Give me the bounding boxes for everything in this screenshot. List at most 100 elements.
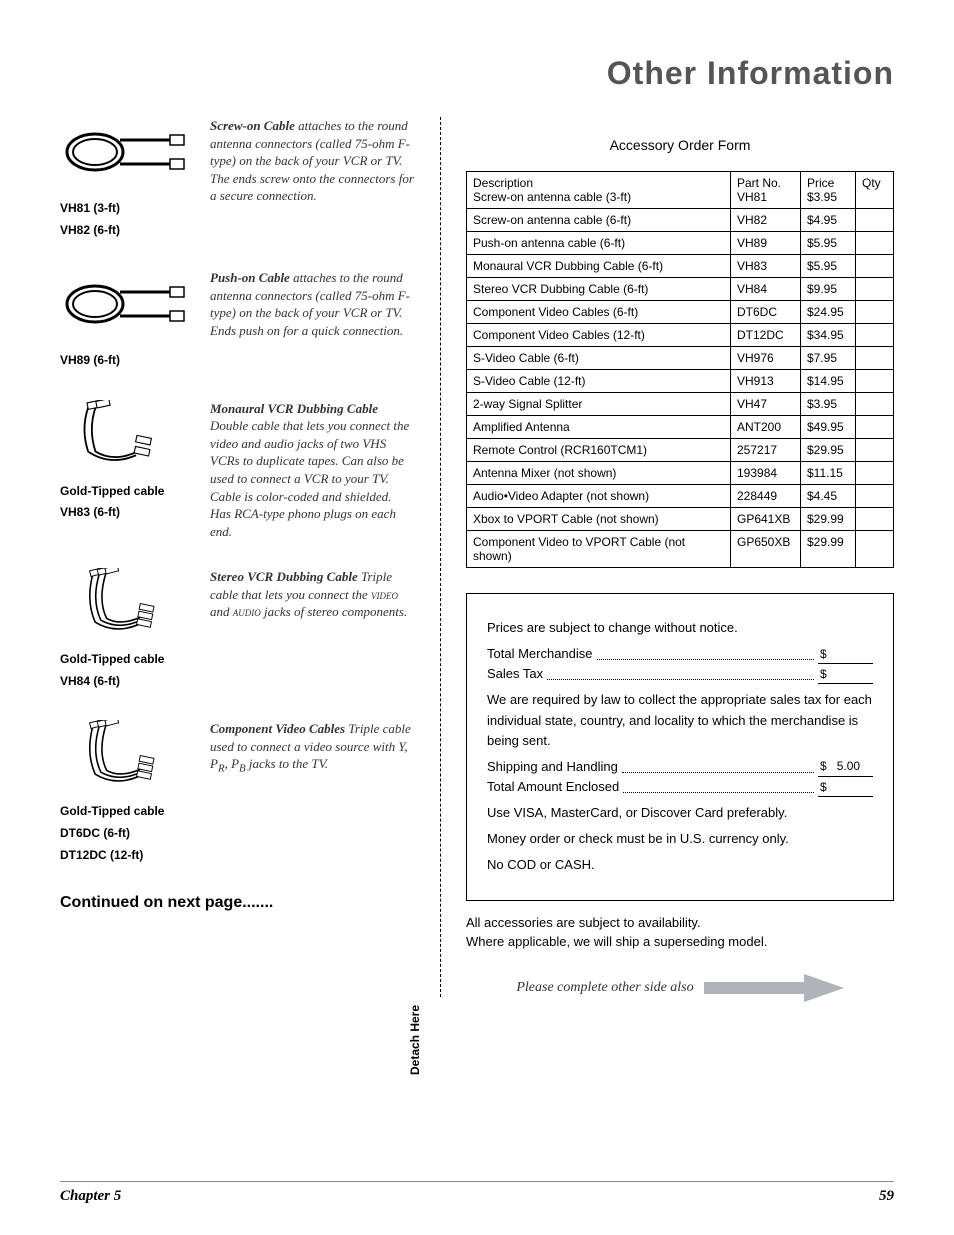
cell-qty[interactable] [856, 209, 894, 232]
table-row: Push-on antenna cable (6-ft) VH89 $5.95 [467, 232, 894, 255]
cell-price: $5.95 [801, 255, 856, 278]
product-description: Stereo VCR Dubbing Cable Triple cable th… [210, 568, 415, 692]
cell-qty[interactable] [856, 232, 894, 255]
cell-qty[interactable] [856, 301, 894, 324]
cell-qty[interactable] [856, 531, 894, 568]
cell-part: DT6DC [731, 301, 801, 324]
table-row: Xbox to VPORT Cable (not shown) GP641XB … [467, 508, 894, 531]
cell-desc: Monaural VCR Dubbing Cable (6-ft) [467, 255, 731, 278]
cell-qty[interactable] [856, 508, 894, 531]
table-row: Component Video Cables (6-ft) DT6DC $24.… [467, 301, 894, 324]
th-desc: Description Screw-on antenna cable (3-ft… [467, 172, 731, 209]
product-labels: VH89 (6-ft) [60, 350, 195, 372]
total-enclosed-amount[interactable]: $ [818, 778, 873, 798]
product-labels: Gold-Tipped cableDT6DC (6-ft)DT12DC (12-… [60, 801, 195, 866]
cell-desc: Push-on antenna cable (6-ft) [467, 232, 731, 255]
cell-price: $11.15 [801, 462, 856, 485]
price-notice: Prices are subject to change without not… [487, 618, 873, 638]
table-row: Stereo VCR Dubbing Cable (6-ft) VH84 $9.… [467, 278, 894, 301]
table-row: Remote Control (RCR160TCM1) 257217 $29.9… [467, 439, 894, 462]
cell-qty[interactable] [856, 347, 894, 370]
sales-tax-label: Sales Tax [487, 664, 543, 684]
cell-price: $14.95 [801, 370, 856, 393]
cod-note: No COD or CASH. [487, 855, 873, 875]
cell-desc: Amplified Antenna [467, 416, 731, 439]
right-column: Accessory Order Form Description Screw-o… [441, 117, 894, 1004]
cell-price: $29.99 [801, 508, 856, 531]
table-row: Amplified Antenna ANT200 $49.95 [467, 416, 894, 439]
table-row: Component Video to VPORT Cable (not show… [467, 531, 894, 568]
cell-qty[interactable] [856, 462, 894, 485]
tax-note: We are required by law to collect the ap… [487, 690, 873, 750]
cell-qty[interactable] [856, 278, 894, 301]
availability-notes: All accessories are subject to availabil… [466, 913, 894, 952]
cell-desc: S-Video Cable (6-ft) [467, 347, 731, 370]
cell-price: $4.95 [801, 209, 856, 232]
page-footer: Chapter 5 59 [60, 1181, 894, 1205]
cell-price: $29.95 [801, 439, 856, 462]
cell-price: $4.45 [801, 485, 856, 508]
cell-desc: Antenna Mixer (not shown) [467, 462, 731, 485]
cable-icon [60, 568, 190, 638]
cell-price: $7.95 [801, 347, 856, 370]
cell-desc: Stereo VCR Dubbing Cable (6-ft) [467, 278, 731, 301]
left-column: VH81 (3-ft)VH82 (6-ft) Screw-on Cable att… [60, 117, 440, 1004]
cell-qty[interactable] [856, 370, 894, 393]
cell-part: VH89 [731, 232, 801, 255]
cell-desc: Component Video to VPORT Cable (not show… [467, 531, 731, 568]
cell-part: 193984 [731, 462, 801, 485]
cell-qty[interactable] [856, 416, 894, 439]
total-enclosed-label: Total Amount Enclosed [487, 777, 619, 797]
cell-desc: 2-way Signal Splitter [467, 393, 731, 416]
product-labels: Gold-Tipped cableVH84 (6-ft) [60, 649, 195, 692]
cell-price: $24.95 [801, 301, 856, 324]
cell-qty[interactable] [856, 255, 894, 278]
cell-desc: Component Video Cables (6-ft) [467, 301, 731, 324]
table-row: S-Video Cable (12-ft) VH913 $14.95 [467, 370, 894, 393]
cell-desc: Audio•Video Adapter (not shown) [467, 485, 731, 508]
cell-part: VH913 [731, 370, 801, 393]
shipping-amount: $ 5.00 [818, 757, 873, 777]
cell-qty[interactable] [856, 439, 894, 462]
cell-desc: Component Video Cables (12-ft) [467, 324, 731, 347]
th-part: Part No. VH81 [731, 172, 801, 209]
cable-icon [60, 117, 190, 187]
product-description: Screw-on Cable attaches to the round ant… [210, 117, 415, 241]
cell-desc: Screw-on antenna cable (6-ft) [467, 209, 731, 232]
visa-note: Use VISA, MasterCard, or Discover Card p… [487, 803, 873, 823]
cell-price: $29.99 [801, 531, 856, 568]
arrow-row: Please complete other side also [466, 972, 894, 1004]
cell-qty[interactable] [856, 324, 894, 347]
totals-box: Prices are subject to change without not… [466, 593, 894, 901]
cell-desc: Remote Control (RCR160TCM1) [467, 439, 731, 462]
product-labels: Gold-Tipped cableVH83 (6-ft) [60, 481, 195, 524]
product-labels: VH81 (3-ft)VH82 (6-ft) [60, 198, 195, 241]
table-row: 2-way Signal Splitter VH47 $3.95 [467, 393, 894, 416]
cell-part: GP650XB [731, 531, 801, 568]
product-block: Gold-Tipped cableVH84 (6-ft) Stereo VCR D… [60, 568, 415, 692]
cell-part: VH976 [731, 347, 801, 370]
cell-part: VH47 [731, 393, 801, 416]
product-block: VH81 (3-ft)VH82 (6-ft) Screw-on Cable att… [60, 117, 415, 241]
cell-qty[interactable] [856, 485, 894, 508]
product-block: VH89 (6-ft) Push-on Cable attaches to the… [60, 269, 415, 372]
cell-price: $3.95 [801, 393, 856, 416]
continued-label: Continued on next page....... [60, 894, 415, 912]
cell-price: $34.95 [801, 324, 856, 347]
detach-here-label: Detach Here [408, 1005, 422, 1075]
cell-part: DT12DC [731, 324, 801, 347]
cell-part: VH83 [731, 255, 801, 278]
product-block: Gold-Tipped cableVH83 (6-ft) Monaural VCR… [60, 400, 415, 540]
cell-price: $49.95 [801, 416, 856, 439]
form-title: Accessory Order Form [466, 137, 894, 153]
product-description: Monaural VCR Dubbing Cable Double cable … [210, 400, 415, 540]
sales-tax-amount[interactable]: $ [818, 665, 873, 685]
order-table: Description Screw-on antenna cable (3-ft… [466, 171, 894, 568]
cell-qty[interactable] [856, 393, 894, 416]
cable-icon [60, 269, 190, 339]
th-price: Price $3.95 [801, 172, 856, 209]
money-order-note: Money order or check must be in U.S. cur… [487, 829, 873, 849]
table-row: Screw-on antenna cable (6-ft) VH82 $4.95 [467, 209, 894, 232]
total-merch-amount[interactable]: $ [818, 645, 873, 665]
product-description: Push-on Cable attaches to the round ante… [210, 269, 415, 372]
